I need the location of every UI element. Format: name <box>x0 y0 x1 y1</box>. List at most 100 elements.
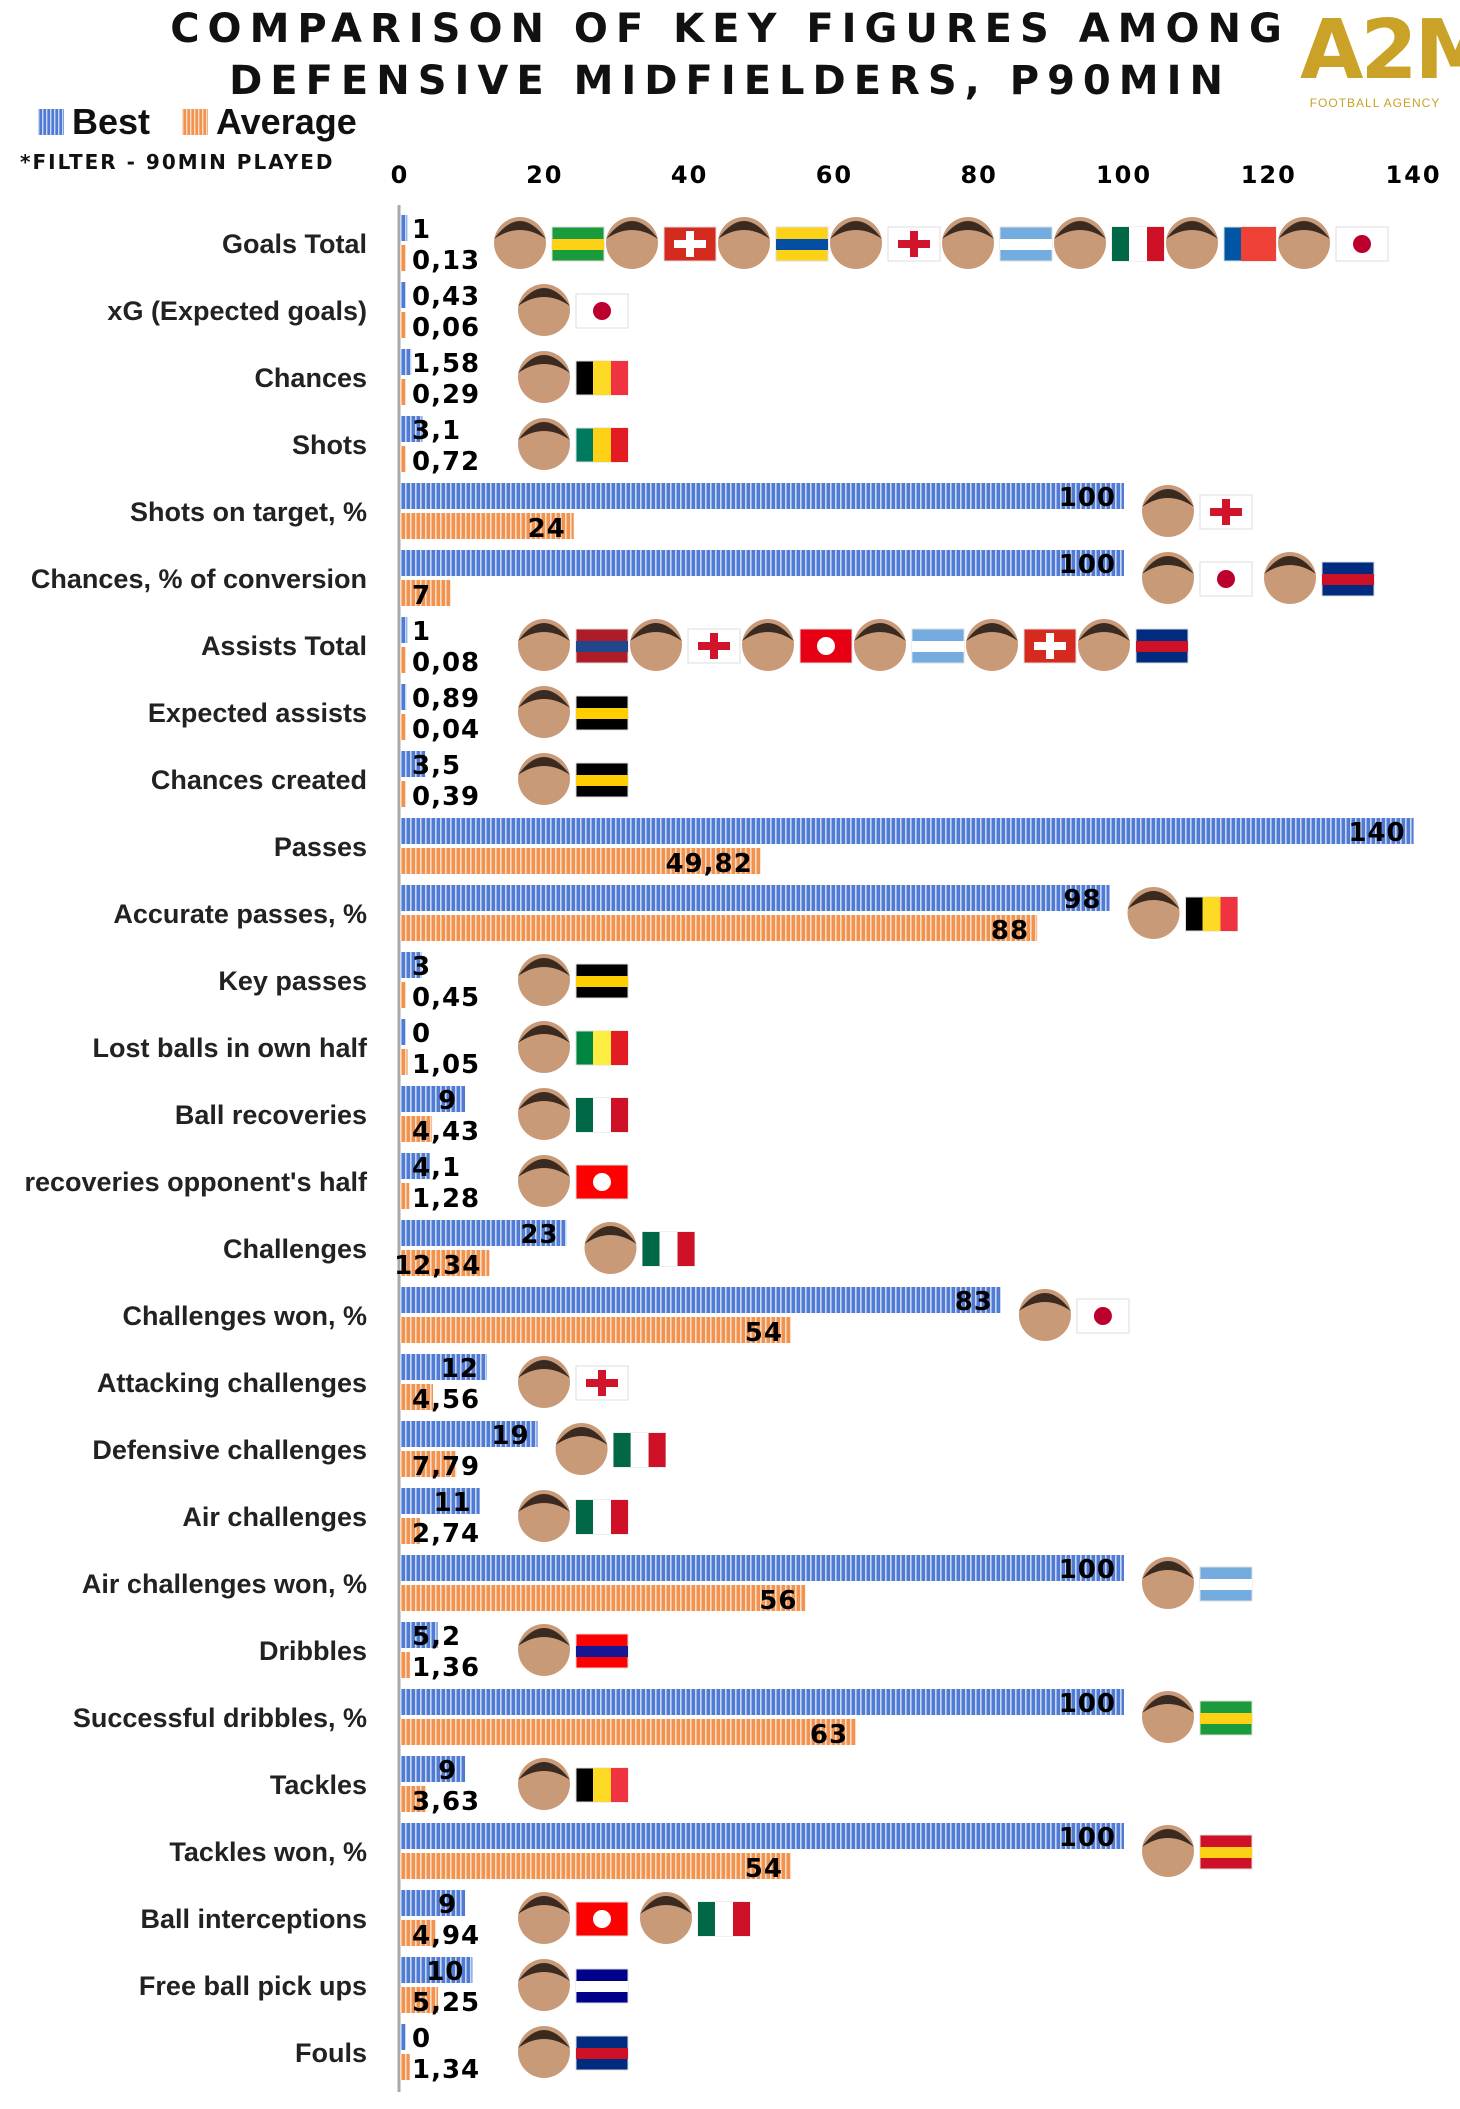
x-tick-label: 20 <box>526 161 563 189</box>
best-bar <box>400 215 408 241</box>
player-face-hair <box>494 221 546 239</box>
best-bar <box>400 1823 1124 1849</box>
best-value-label: 5,2 <box>412 1622 461 1652</box>
mexico-flag-white <box>659 1232 678 1266</box>
player-face-hair <box>830 221 882 239</box>
x-tick-label: 40 <box>671 161 708 189</box>
average-bar <box>400 245 406 271</box>
player-face-hair <box>518 1025 570 1043</box>
best-bar <box>400 818 1414 844</box>
mexico-flag-green <box>642 1232 660 1266</box>
player-face-icon <box>518 1959 570 2011</box>
category-label: Key passes <box>218 966 367 996</box>
england-flag-icon <box>887 226 941 262</box>
best-bar <box>400 1220 567 1246</box>
switzerland-flag-icon <box>1023 628 1077 664</box>
player-face-icon <box>518 1088 570 1140</box>
best-value-label: 9 <box>438 1890 457 1920</box>
average-bar <box>400 1116 433 1142</box>
player-face-icon <box>1166 217 1218 269</box>
category-label: Chances, % of conversion <box>31 564 367 594</box>
category-label: Tackles won, % <box>169 1837 367 1867</box>
x-tick-label: 80 <box>960 161 997 189</box>
player-face-icon <box>1142 1691 1194 1743</box>
x-tick-label: 100 <box>1096 161 1152 189</box>
japan-flag-field <box>1335 226 1389 262</box>
average-bar <box>400 848 761 874</box>
player-face-icon <box>518 418 570 470</box>
chart-title-line2: DEFENSIVE MIDFIELDERS, P90MIN <box>229 58 1231 104</box>
average-bar <box>400 1250 490 1276</box>
best-bar <box>400 684 407 710</box>
japan-flag-icon <box>1076 1298 1130 1334</box>
player-face-icon <box>1142 485 1194 537</box>
average-bar <box>400 1183 410 1209</box>
player-face-icon <box>518 351 570 403</box>
germany-flag-icon <box>575 963 629 999</box>
legend-average: Average <box>182 101 357 142</box>
argentina-flag-band <box>1000 239 1052 250</box>
player-face-icon <box>518 1155 570 1207</box>
best-value-label: 0,43 <box>412 282 480 312</box>
argentina-flag-icon <box>911 628 965 664</box>
player-face-hair <box>1018 1293 1071 1311</box>
mexico-flag-stripe-3 <box>611 1098 628 1132</box>
best-value-label: 1 <box>412 215 431 245</box>
player-face-icon <box>718 217 770 269</box>
best-value-label: 4,1 <box>412 1153 461 1183</box>
best-bar <box>400 1086 466 1112</box>
legend-best-swatch <box>38 109 64 135</box>
category-label: Successful dribbles, % <box>73 1703 367 1733</box>
best-bar <box>400 1957 473 1983</box>
player-face-icon <box>1264 552 1316 604</box>
best-bar <box>400 751 426 777</box>
player-face-icon <box>942 217 994 269</box>
best-bar <box>400 1488 480 1514</box>
average-bar <box>400 379 406 405</box>
switzerland-flag-icon <box>663 226 717 262</box>
ghana-flag-icon <box>1199 1834 1253 1870</box>
average-value-label: 63 <box>810 1720 848 1750</box>
costa-rica-flag-band <box>1322 574 1374 585</box>
average-value-label: 88 <box>991 916 1029 946</box>
netherlands-flag-icon <box>575 628 629 664</box>
player-face-icon <box>518 686 570 738</box>
best-bar <box>400 1555 1124 1581</box>
japan-flag-field <box>575 293 629 329</box>
player-face-icon <box>518 1758 570 1810</box>
mexico-flag-icon <box>697 1901 751 1937</box>
x-tick-label: 120 <box>1241 161 1297 189</box>
best-value-label: 3,5 <box>412 751 461 781</box>
ecuador-flag-icon <box>775 226 829 262</box>
cameroon-flag-icon <box>575 427 629 463</box>
average-value-label: 54 <box>745 1318 783 1348</box>
mexico-flag-white <box>715 1902 733 1936</box>
average-value-label: 3,63 <box>412 1787 480 1817</box>
mexico-flag-stripe-3 <box>733 1902 750 1936</box>
ghana-flag-band <box>1200 1847 1252 1858</box>
average-bar <box>400 1920 436 1946</box>
player-face-hair <box>1054 221 1106 239</box>
player-face-hair <box>584 1226 637 1244</box>
player-face-hair <box>1166 221 1218 239</box>
tunisia-flag-icon <box>799 628 853 664</box>
japan-flag-emblem <box>1353 235 1371 253</box>
average-value-label: 5,25 <box>412 1988 480 2018</box>
category-label: Air challenges won, % <box>82 1569 367 1599</box>
category-label: Goals Total <box>222 229 367 259</box>
japan-flag-icon <box>575 293 629 329</box>
player-face-hair <box>518 690 570 708</box>
best-bar <box>400 617 408 643</box>
average-bar <box>400 1451 457 1477</box>
player-face-hair <box>518 1159 570 1177</box>
senegal-flag-icon <box>575 1030 629 1066</box>
player-face-hair <box>518 288 570 306</box>
player-face-hair <box>518 1628 570 1646</box>
player-face-hair <box>518 623 570 641</box>
best-bar <box>400 416 423 442</box>
best-value-label: 9 <box>438 1756 457 1786</box>
category-label: xG (Expected goals) <box>107 296 367 326</box>
croatia-flag-band <box>576 1646 628 1657</box>
player-face-hair <box>718 221 770 239</box>
